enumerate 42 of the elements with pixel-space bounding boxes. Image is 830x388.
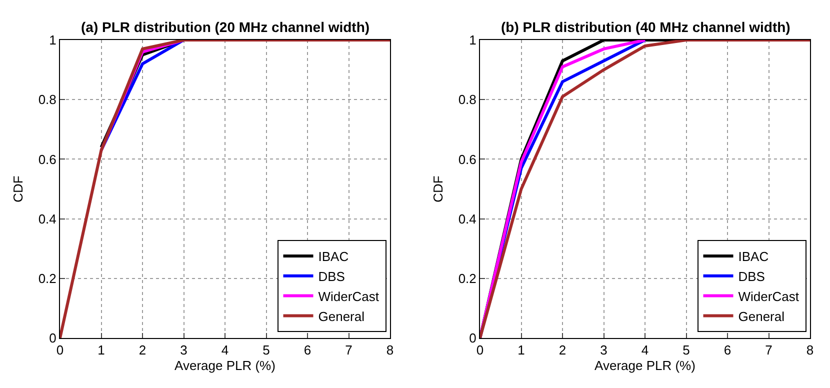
x-tick-label: 6 [724, 342, 732, 358]
x-tick-label: 8 [806, 342, 814, 358]
x-axis-title: Average PLR (%) [174, 358, 276, 374]
x-tick-label: 6 [304, 342, 312, 358]
x-tick-label: 1 [98, 342, 105, 358]
y-tick-label: 0.6 [458, 152, 476, 167]
legend-label: DBS [738, 268, 766, 284]
legend-label: WiderCast [318, 288, 380, 304]
y-tick-label: 0.2 [38, 270, 56, 286]
y-tick-label: 0.8 [458, 92, 476, 108]
legend-label: General [318, 308, 365, 324]
legend-label: IBAC [738, 249, 769, 264]
chart-title: (a) PLR distribution (20 MHz channel width) [81, 19, 370, 35]
legend-label: General [738, 308, 785, 324]
y-axis-title: CDF [430, 176, 446, 202]
x-tick-label: 1 [518, 342, 525, 358]
y-tick-label: 0.2 [458, 270, 476, 286]
chart-title: (b) PLR distribution (40 MHz channel width) [501, 19, 790, 35]
y-tick-label: 1 [49, 32, 56, 48]
y-tick-label: 0.6 [38, 152, 56, 167]
legend-label: WiderCast [738, 288, 800, 304]
x-tick-label: 8 [386, 342, 394, 358]
x-tick-label: 2 [558, 342, 566, 358]
x-tick-label: 2 [138, 342, 146, 358]
x-tick-label: 3 [600, 342, 608, 358]
x-tick-label: 7 [765, 342, 772, 358]
x-tick-label: 4 [641, 342, 649, 358]
legend-label: IBAC [318, 249, 349, 264]
x-axis-title: Average PLR (%) [594, 358, 696, 374]
y-tick-label: 0.8 [38, 92, 56, 108]
y-axis-title: CDF [10, 176, 26, 202]
y-tick-label: 0 [49, 330, 56, 346]
y-tick-label: 1 [469, 32, 476, 48]
legend-label: DBS [318, 268, 346, 284]
y-tick-label: 0 [469, 330, 476, 346]
x-tick-label: 5 [682, 342, 690, 358]
x-tick-label: 3 [180, 342, 188, 358]
y-tick-label: 0.4 [458, 211, 476, 226]
x-tick-label: 4 [221, 342, 229, 358]
y-tick-label: 0.4 [38, 211, 56, 226]
x-tick-label: 7 [345, 342, 352, 358]
x-tick-label: 5 [262, 342, 270, 358]
